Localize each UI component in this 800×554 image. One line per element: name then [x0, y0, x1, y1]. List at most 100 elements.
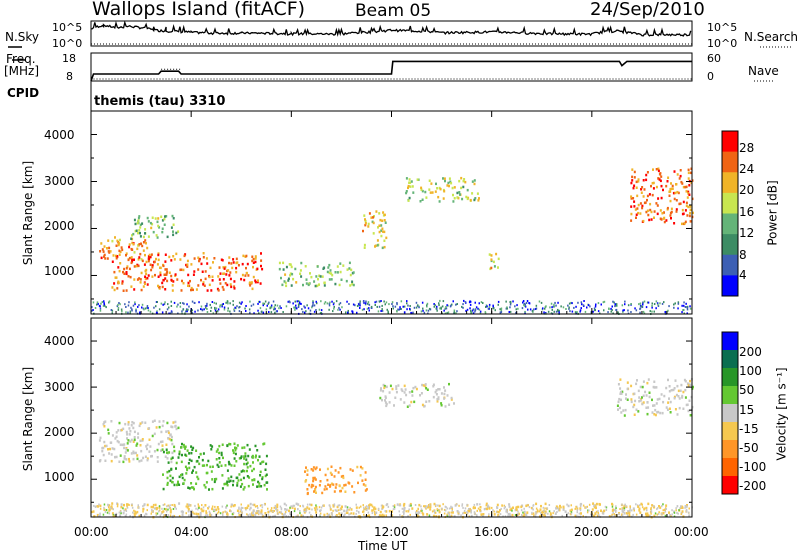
velocity-scatter-point [170, 457, 173, 461]
power-scatter-point [132, 232, 135, 236]
power-scatter-point [463, 178, 466, 181]
power-scatter-point [376, 305, 378, 308]
velocity-scatter-point [653, 386, 656, 389]
velocity-scatter-point [166, 505, 168, 508]
velocity-scatter-point [246, 475, 249, 478]
velocity-scatter-point [647, 378, 650, 381]
velocity-scatter-point [535, 513, 537, 516]
velocity-ytick-3000: 3000 [44, 380, 75, 394]
power-scatter-point [383, 219, 386, 222]
velocity-scatter-point [270, 509, 273, 512]
velocity-scatter-point [145, 513, 148, 516]
power-scatter-point [141, 222, 144, 225]
power-scatter-point [206, 302, 208, 305]
power-scatter-point [549, 306, 551, 309]
power-scatter-point [669, 199, 672, 203]
velocity-scatter-point [379, 515, 381, 518]
power-scatter-point [337, 308, 339, 311]
power-scatter-point [218, 278, 221, 281]
power-scatter-point [206, 311, 209, 313]
power-scatter-point [688, 214, 691, 218]
velocity-scatter-point [149, 445, 152, 448]
power-scatter-point [356, 311, 358, 314]
power-scatter-point [681, 182, 684, 185]
power-scatter-point [202, 256, 205, 259]
velocity-scatter-point [311, 483, 314, 487]
velocity-scatter-point [602, 510, 605, 513]
power-scatter-point [378, 305, 381, 308]
velocity-scatter-point [306, 503, 309, 506]
velocity-scatter-point [99, 512, 101, 515]
power-scatter-point [686, 306, 689, 309]
power-scatter-point [215, 307, 218, 310]
velocity-scatter-point [659, 411, 662, 415]
velocity-scatter-point [142, 505, 144, 508]
velocity-scatter-point [270, 507, 273, 510]
power-scatter-point [285, 284, 288, 288]
power-scatter-point [214, 306, 216, 309]
power-scatter-point [111, 309, 114, 312]
power-scatter-point [107, 239, 110, 242]
power-scatter-point [312, 302, 314, 305]
velocity-scatter-point [665, 504, 668, 507]
power-scatter-point [374, 301, 376, 304]
velocity-scatter-point [662, 509, 664, 512]
velocity-scatter-point [228, 462, 231, 466]
power-scatter-point [399, 306, 401, 309]
power-scatter-point [313, 310, 316, 313]
power-scatter-point [455, 303, 457, 306]
velocity-scatter-point [246, 469, 248, 473]
velocity-scatter-point [509, 512, 511, 515]
power-scatter-point [192, 273, 195, 276]
velocity-scatter-point [207, 507, 210, 510]
power-scatter-point [222, 303, 224, 305]
power-scatter-point [439, 307, 441, 310]
power-scatter-point [358, 304, 360, 307]
power-scatter-point [149, 263, 152, 266]
velocity-scatter-point [159, 514, 162, 517]
power-scatter-point [624, 303, 626, 306]
power-scatter-point [177, 230, 180, 233]
velocity-scatter-point [261, 504, 263, 506]
velocity-scatter-point [135, 444, 138, 447]
velocity-scatter-point [422, 512, 424, 515]
velocity-scatter-point [679, 389, 682, 392]
power-scatter-point [602, 301, 605, 304]
velocity-colorbar-swatch [722, 440, 738, 459]
power-scatter-point [665, 310, 668, 313]
velocity-scatter-point [319, 515, 321, 518]
power-scatter-point [149, 221, 152, 225]
velocity-scatter-point [232, 483, 234, 487]
velocity-scatter-point [680, 383, 683, 387]
power-scatter-point [241, 301, 243, 304]
velocity-scatter-point [438, 509, 440, 512]
velocity-scatter-point [438, 515, 440, 518]
power-scatter-point [589, 305, 591, 308]
power-scatter-point [466, 308, 469, 311]
velocity-scatter-point [351, 485, 354, 488]
velocity-colorbar-swatch [722, 404, 738, 423]
velocity-scatter-point [536, 509, 539, 512]
velocity-scatter-point [238, 513, 241, 517]
velocity-scatter-point [645, 394, 648, 397]
power-scatter-point [543, 311, 545, 314]
velocity-cb-tick-m15: -15 [739, 422, 759, 436]
power-scatter-point [170, 226, 173, 229]
velocity-scatter-point [137, 432, 140, 435]
velocity-scatter-point [180, 446, 183, 449]
power-cb-tick-24: 24 [739, 162, 755, 176]
velocity-scatter-point [410, 504, 412, 507]
power-scatter-point [294, 267, 297, 271]
power-scatter-point [447, 304, 449, 307]
velocity-scatter-point [611, 513, 613, 516]
velocity-scatter-point [187, 462, 190, 465]
power-scatter-point [403, 305, 406, 308]
power-scatter-point [179, 305, 182, 308]
velocity-frame [90, 317, 693, 518]
velocity-scatter-point [205, 510, 207, 513]
power-scatter-point [115, 244, 118, 247]
power-scatter-point [119, 250, 122, 254]
nsky-tick-top-right: 10^5 [707, 21, 738, 34]
power-scatter-point [288, 300, 291, 303]
power-scatter-point [155, 234, 158, 237]
